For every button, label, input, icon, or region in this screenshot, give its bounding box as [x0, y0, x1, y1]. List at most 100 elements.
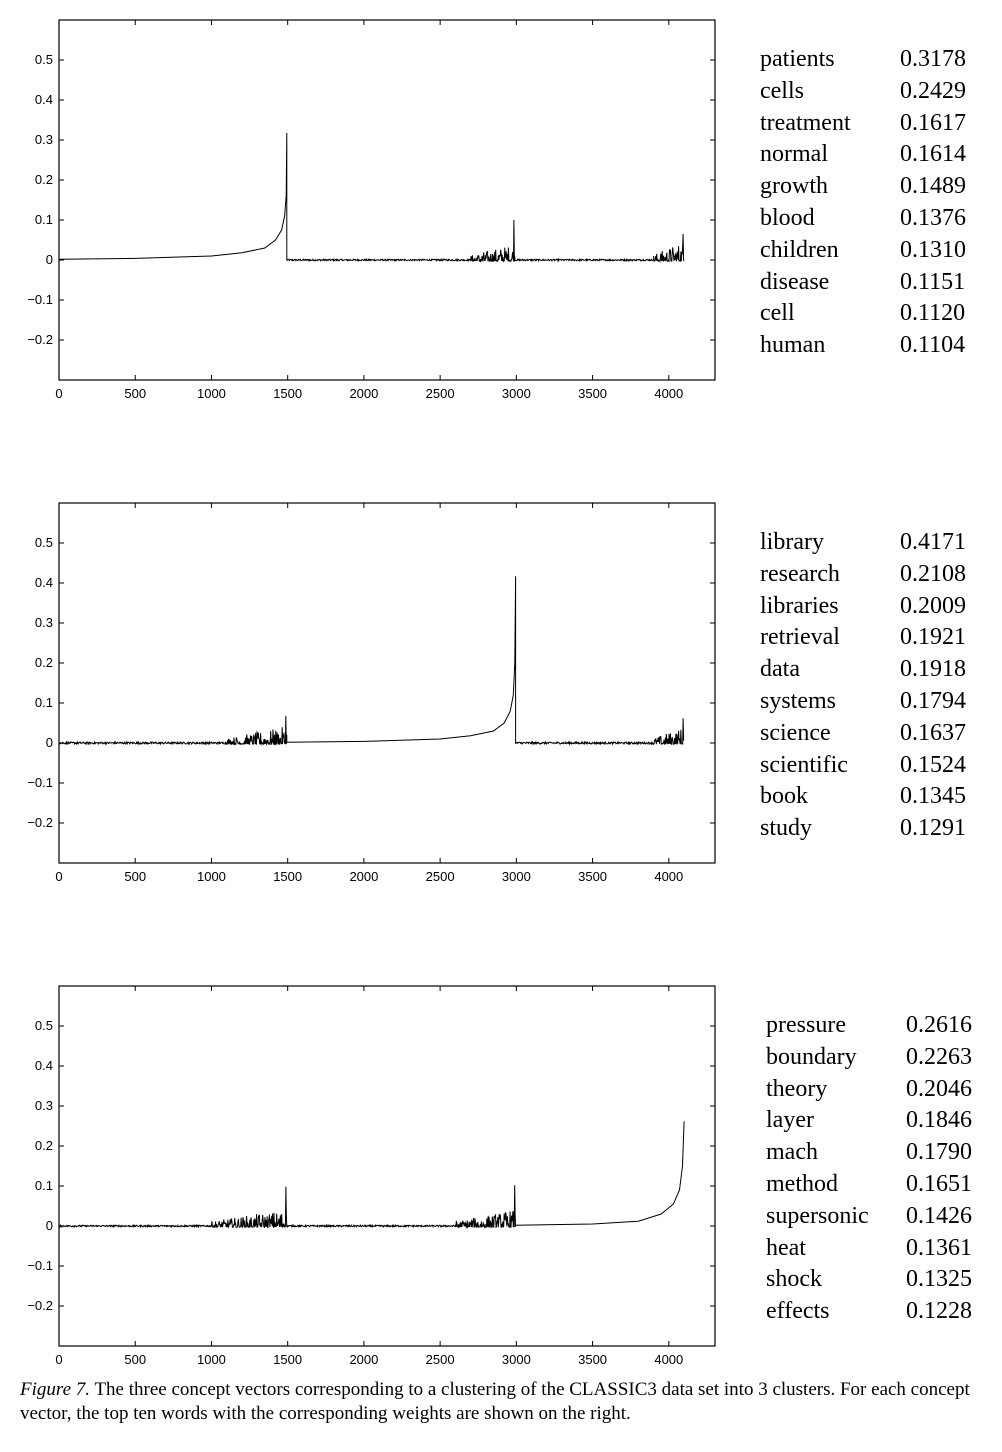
word-label: book	[760, 783, 808, 810]
weight-value: 0.1637	[900, 719, 966, 746]
weight-value: 0.1345	[900, 783, 966, 810]
word-weight-row: human 0.1104	[760, 330, 966, 362]
word-label: retrieval	[760, 624, 840, 651]
weight-value: 0.2616	[906, 1012, 972, 1038]
top-words-list-1: patients 0.3178 cells 0.2429 treatment 0.1617…	[760, 44, 966, 362]
word-label: patients	[760, 46, 835, 72]
x-tick-label: 1000	[197, 869, 226, 884]
word-label: children	[760, 236, 839, 263]
y-tick-label: 0.1	[35, 212, 53, 227]
y-tick-label: 0.5	[35, 535, 53, 550]
word-weight-row: layer 0.1846	[766, 1105, 972, 1137]
word-label: mach	[766, 1139, 818, 1166]
plot-frame	[58, 502, 716, 864]
word-weight-row: theory 0.2046	[766, 1074, 972, 1106]
x-tick-label: 500	[124, 1352, 146, 1367]
word-label: research	[760, 560, 840, 587]
word-weight-row: treatment 0.1617	[760, 108, 966, 140]
concept-vector-chart-3: 0 500 1000 1500 2000 2500 3000 3500 4000 −0.2 −0.1…	[27, 985, 716, 1367]
concept-vector-line	[58, 132, 685, 264]
word-weight-row: libraries 0.2009	[760, 591, 966, 623]
figure-caption: Figure 7. The three concept vectors corr…	[20, 1378, 985, 1426]
weight-value: 0.1325	[906, 1266, 972, 1293]
word-label: systems	[760, 687, 837, 714]
x-tick-label: 0	[55, 1352, 62, 1367]
concept-vector-chart-1: 0 500 1000 1500 2000 2500 3000 3500 4000 −0.2 −0.1…	[27, 19, 716, 401]
x-tick-label: 2500	[426, 1352, 455, 1367]
x-tick-label: 1500	[273, 1352, 302, 1367]
word-weight-row: systems 0.1794	[760, 686, 966, 718]
word-weight-row: cells 0.2429	[760, 76, 966, 108]
word-weight-row: scientific 0.1524	[760, 750, 966, 782]
concept-vector-panel-3: 0 500 1000 1500 2000 2500 3000 3500 4000 −0.2 −0.1…	[0, 966, 1002, 1386]
weight-value: 0.1846	[906, 1107, 972, 1134]
word-weight-row: book 0.1345	[760, 781, 966, 813]
word-label: cells	[760, 77, 804, 104]
x-tick-label: 1000	[197, 1352, 226, 1367]
weight-value: 0.1361	[906, 1234, 972, 1261]
x-tick-label: 500	[124, 869, 146, 884]
weight-value: 0.1151	[900, 268, 966, 295]
weight-value: 0.1376	[900, 204, 966, 231]
word-weight-row: library 0.4171	[760, 527, 966, 559]
y-tick-label: 0.4	[35, 92, 53, 107]
x-tick-label: 3500	[578, 869, 607, 884]
weight-value: 0.1918	[900, 656, 966, 683]
weight-value: 0.2046	[906, 1075, 972, 1102]
y-tick-label: −0.2	[27, 332, 53, 347]
word-label: scientific	[760, 751, 848, 778]
plot-frame	[58, 985, 716, 1347]
y-tick-label: 0.2	[35, 172, 53, 187]
word-label: supersonic	[766, 1202, 869, 1229]
weight-value: 0.2263	[906, 1043, 972, 1070]
word-label: cell	[760, 300, 795, 327]
word-label: theory	[766, 1075, 828, 1102]
word-weight-row: disease 0.1151	[760, 267, 966, 299]
word-weight-row: boundary 0.2263	[766, 1042, 972, 1074]
weight-value: 0.1291	[900, 815, 966, 842]
concept-vector-chart-2: 0 500 1000 1500 2000 2500 3000 3500 4000 −0.2 −0.1…	[27, 502, 716, 884]
word-weight-row: shock 0.1325	[766, 1264, 972, 1296]
word-weight-row: blood 0.1376	[760, 203, 966, 235]
word-label: heat	[766, 1234, 806, 1261]
concept-vector-line	[59, 1121, 685, 1229]
word-weight-row: normal 0.1614	[760, 139, 966, 171]
x-tick-label: 1500	[273, 869, 302, 884]
word-weight-row: children 0.1310	[760, 235, 966, 267]
x-tick-label: 0	[55, 386, 62, 401]
word-label: shock	[766, 1266, 822, 1293]
word-weight-row: heat 0.1361	[766, 1233, 972, 1265]
top-words-list-2: library 0.4171 research 0.2108 libraries 0.20…	[760, 527, 966, 845]
x-tick-label: 500	[124, 386, 146, 401]
word-weight-row: method 0.1651	[766, 1169, 972, 1201]
weight-value: 0.1524	[900, 751, 966, 778]
x-tick-label: 1500	[273, 386, 302, 401]
weight-value: 0.1489	[900, 173, 966, 200]
x-tick-label: 4000	[654, 386, 683, 401]
y-tick-label: 0.2	[35, 655, 53, 670]
weight-value: 0.1228	[906, 1298, 972, 1325]
concept-vector-panel-2: 0 500 1000 1500 2000 2500 3000 3500 4000 −0.2 −0.1…	[0, 483, 1002, 903]
y-tick-label: 0.3	[35, 615, 53, 630]
weight-value: 0.1651	[906, 1170, 972, 1197]
y-tick-label: −0.1	[27, 775, 53, 790]
y-tick-label: −0.1	[27, 292, 53, 307]
weight-value: 0.1120	[900, 300, 966, 327]
y-tick-label: 0.1	[35, 1178, 53, 1193]
word-label: pressure	[766, 1012, 846, 1038]
word-weight-row: cell 0.1120	[760, 298, 966, 330]
weight-value: 0.1310	[900, 236, 966, 263]
x-tick-label: 2000	[349, 869, 378, 884]
word-weight-row: pressure 0.2616	[766, 1010, 972, 1042]
word-weight-row: data 0.1918	[760, 654, 966, 686]
concept-vector-panel-1: 0 500 1000 1500 2000 2500 3000 3500 4000 −0.2 −0.1…	[0, 0, 1002, 420]
word-label: library	[760, 529, 824, 555]
weight-value: 0.1790	[906, 1139, 972, 1166]
y-tick-label: 0	[46, 252, 53, 267]
x-tick-label: 0	[55, 869, 62, 884]
caption-text: The three concept vectors corresponding …	[20, 1379, 970, 1424]
word-label: layer	[766, 1107, 814, 1134]
y-tick-label: 0.5	[35, 52, 53, 67]
x-tick-label: 1000	[197, 386, 226, 401]
word-weight-row: research 0.2108	[760, 559, 966, 591]
